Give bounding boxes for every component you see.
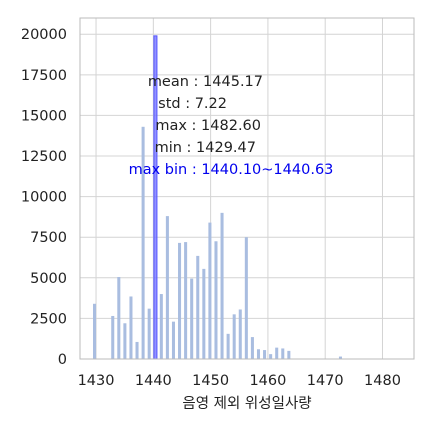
histogram-bar [244,237,248,359]
histogram-bar [208,222,212,359]
x-axis-title: 음영 제외 위성일사량 [182,395,311,412]
histogram-bar [111,315,115,359]
stat-max-bin: max bin : 1440.10~1440.63 [129,162,334,178]
stat-line: min : 1429.47 [155,140,256,156]
y-axis-ticks: 0 2500 5000 7500 10000 12500 15000 17500 20000 [21,27,67,368]
x-tick-label: 1460 [249,373,286,389]
histogram-bar [232,314,236,359]
histogram-bar [263,350,267,359]
histogram-bar [250,337,254,359]
histogram-bar [147,308,151,359]
histogram-bar [123,323,127,359]
histogram-bar [190,278,194,359]
histogram-bar [196,255,200,359]
histogram-bar [287,350,291,359]
histogram-bar [275,347,279,359]
histogram-bars [93,35,401,360]
histogram-bar [159,294,163,359]
histogram-bar [338,356,342,359]
x-tick-label: 1480 [364,373,401,389]
stat-line: mean : 1445.17 [148,74,263,90]
y-tick-label: 17500 [21,68,67,84]
x-axis-ticks: 1430 1440 1450 1460 1470 1480 [78,373,401,389]
y-tick-label: 10000 [21,190,67,206]
y-tick-label: 15000 [21,108,67,124]
histogram-bar [184,242,188,359]
stat-line: max : 1482.60 [155,118,261,134]
stat-line: std : 7.22 [158,96,227,112]
y-tick-label: 0 [58,352,67,368]
y-tick-label: 2500 [30,311,67,327]
histogram-bar [281,348,285,359]
histogram-bar [202,268,206,359]
histogram-bar [141,126,145,360]
histogram-bar [178,242,182,359]
y-tick-label: 20000 [21,27,67,43]
statistics-annotation: mean : 1445.17 std : 7.22 max : 1482.60 min… [129,74,334,178]
histogram-bar [226,333,230,359]
histogram-bar [135,341,139,359]
histogram-bar [214,241,218,359]
y-tick-label: 5000 [30,271,67,287]
histogram-bar [93,303,97,359]
histogram-bar [256,349,261,359]
histogram-bar [220,212,224,359]
y-tick-label: 7500 [30,230,67,246]
x-tick-label: 1440 [135,373,172,389]
histogram-bar [129,296,133,359]
x-tick-label: 1450 [192,373,229,389]
x-tick-label: 1470 [307,373,344,389]
histogram-bar [269,354,273,359]
histogram-bar [238,309,242,359]
histogram-bar [165,216,169,359]
y-tick-label: 12500 [21,149,67,165]
x-tick-label: 1430 [78,373,115,389]
plot-frame [79,17,415,360]
histogram-bar [117,276,121,359]
histogram-bar [171,321,175,359]
